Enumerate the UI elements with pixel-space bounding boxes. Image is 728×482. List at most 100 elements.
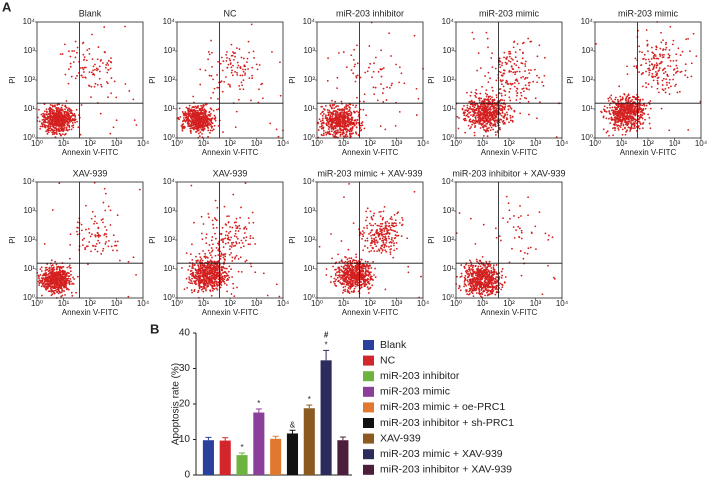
- event-dot: [491, 105, 494, 108]
- event-dot: [200, 120, 203, 123]
- event-dot: [348, 106, 350, 108]
- event-dot: [638, 45, 641, 48]
- event-dot: [677, 47, 680, 50]
- event-dot: [210, 39, 212, 42]
- event-dot: [486, 37, 489, 40]
- event-dot: [191, 109, 194, 112]
- event-dot: [48, 119, 51, 121]
- event-dot: [524, 76, 527, 79]
- event-dot: [71, 282, 74, 285]
- event-dot: [634, 120, 637, 123]
- event-dot: [675, 53, 678, 56]
- event-dot: [633, 117, 636, 120]
- event-dot: [188, 107, 191, 110]
- event-dot: [371, 76, 373, 79]
- event-dot: [242, 70, 245, 73]
- event-dot: [75, 291, 78, 294]
- event-dot: [51, 129, 54, 131]
- event-dot: [192, 95, 195, 98]
- event-dot: [107, 64, 110, 66]
- event-dot: [345, 107, 348, 110]
- event-dot: [45, 266, 48, 269]
- event-dot: [132, 98, 135, 101]
- event-dot: [456, 115, 459, 118]
- event-dot: [362, 100, 365, 103]
- y-tick-label: 10⁰: [303, 133, 315, 142]
- event-dot: [660, 31, 662, 34]
- event-dot: [337, 52, 340, 54]
- event-dot: [80, 74, 83, 77]
- event-dot: [349, 128, 351, 131]
- event-dot: [63, 279, 66, 282]
- event-dot: [50, 114, 53, 117]
- event-dot: [664, 48, 667, 51]
- event-dot: [59, 282, 62, 285]
- event-dot: [135, 124, 138, 126]
- event-dot: [103, 51, 106, 53]
- dot-plot: XAV-93910⁰10⁰10¹10¹10²10²10³10³10⁴10⁴Ann…: [148, 168, 290, 317]
- event-dot: [193, 112, 196, 115]
- event-dot: [102, 221, 104, 224]
- event-dot: [382, 67, 385, 69]
- event-dot: [626, 124, 629, 127]
- event-dot: [324, 131, 327, 134]
- event-dot: [331, 113, 333, 116]
- event-dot: [64, 110, 67, 113]
- event-dot: [630, 125, 633, 128]
- event-dot: [236, 74, 239, 76]
- event-dot: [504, 61, 507, 64]
- event-dot: [59, 53, 62, 56]
- event-dot: [652, 57, 655, 59]
- event-dot: [324, 115, 327, 118]
- event-dot: [192, 119, 195, 122]
- event-dot: [275, 128, 278, 131]
- event-dot: [96, 58, 99, 61]
- event-dot: [632, 110, 634, 113]
- event-dot: [515, 64, 518, 67]
- event-dot: [138, 188, 141, 191]
- event-dot: [630, 121, 632, 123]
- event-dot: [40, 266, 43, 269]
- x-tick-label: 10⁴: [137, 139, 150, 148]
- event-dot: [667, 57, 670, 59]
- event-dot: [646, 44, 649, 47]
- event-dot: [503, 108, 506, 111]
- event-dot: [484, 105, 487, 108]
- event-dot: [672, 73, 675, 76]
- event-dot: [322, 117, 324, 120]
- event-dot: [621, 104, 624, 106]
- event-dot: [474, 118, 477, 120]
- event-dot: [649, 100, 652, 102]
- event-dot: [494, 115, 497, 118]
- event-dot: [631, 116, 634, 119]
- event-dot: [76, 74, 78, 77]
- event-dot: [226, 66, 229, 69]
- event-dot: [692, 32, 695, 35]
- event-dot: [513, 110, 516, 113]
- event-dot: [258, 64, 261, 66]
- event-dot: [49, 275, 52, 278]
- event-dot: [240, 56, 243, 59]
- event-dot: [70, 273, 72, 276]
- event-dot: [653, 54, 656, 57]
- event-dot: [251, 74, 254, 77]
- y-tick-label: 10³: [303, 46, 315, 55]
- event-dot: [342, 128, 344, 131]
- event-dot: [206, 123, 209, 126]
- event-dot: [665, 41, 667, 44]
- event-dot: [614, 116, 617, 118]
- event-dot: [521, 57, 524, 60]
- event-dot: [69, 112, 72, 115]
- event-dot: [54, 131, 57, 134]
- event-dot: [92, 65, 95, 68]
- event-dot: [486, 121, 489, 123]
- event-dot: [195, 283, 198, 285]
- event-dot: [182, 120, 184, 123]
- x-tick-label: 10⁰: [31, 139, 43, 148]
- event-dot: [659, 53, 661, 56]
- event-dot: [132, 256, 135, 259]
- event-dot: [51, 133, 54, 136]
- event-dot: [46, 124, 48, 127]
- event-dot: [501, 120, 504, 123]
- event-dot: [195, 271, 197, 274]
